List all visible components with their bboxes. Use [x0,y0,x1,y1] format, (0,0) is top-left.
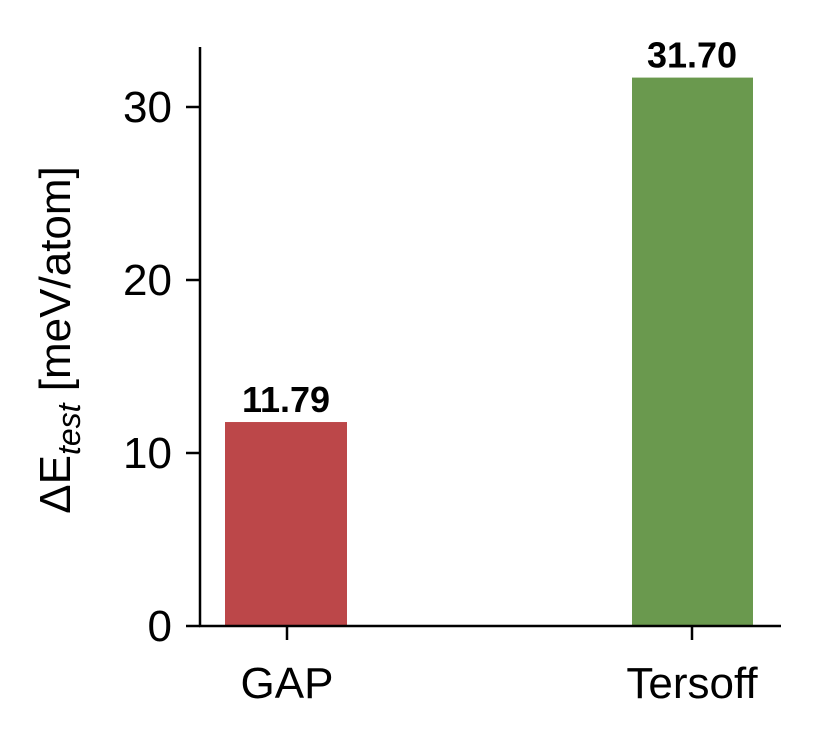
x-tick-label-gap: GAP [241,659,334,708]
bar-gap [225,422,347,626]
bar-value-label-tersoff: 31.70 [647,35,737,76]
bar-value-label-gap: 11.79 [242,379,330,420]
y-tick-label-0: 0 [148,602,172,651]
y-tick-label-30: 30 [123,83,172,132]
x-tick-label-tersoff: Tersoff [626,659,758,708]
y-tick-label-20: 20 [123,256,172,305]
y-axis-title: ΔEtest [meV/atom] [31,166,87,514]
y-tick-label-10: 10 [123,429,172,478]
y-axis-title-subscript: test [51,402,87,455]
y-ticks [186,105,200,628]
x-ticks [285,626,694,640]
y-axis-title-suffix: [meV/atom] [31,166,80,403]
y-axis-title-prefix: ΔE [31,455,80,514]
bar-tersoff [632,77,753,627]
